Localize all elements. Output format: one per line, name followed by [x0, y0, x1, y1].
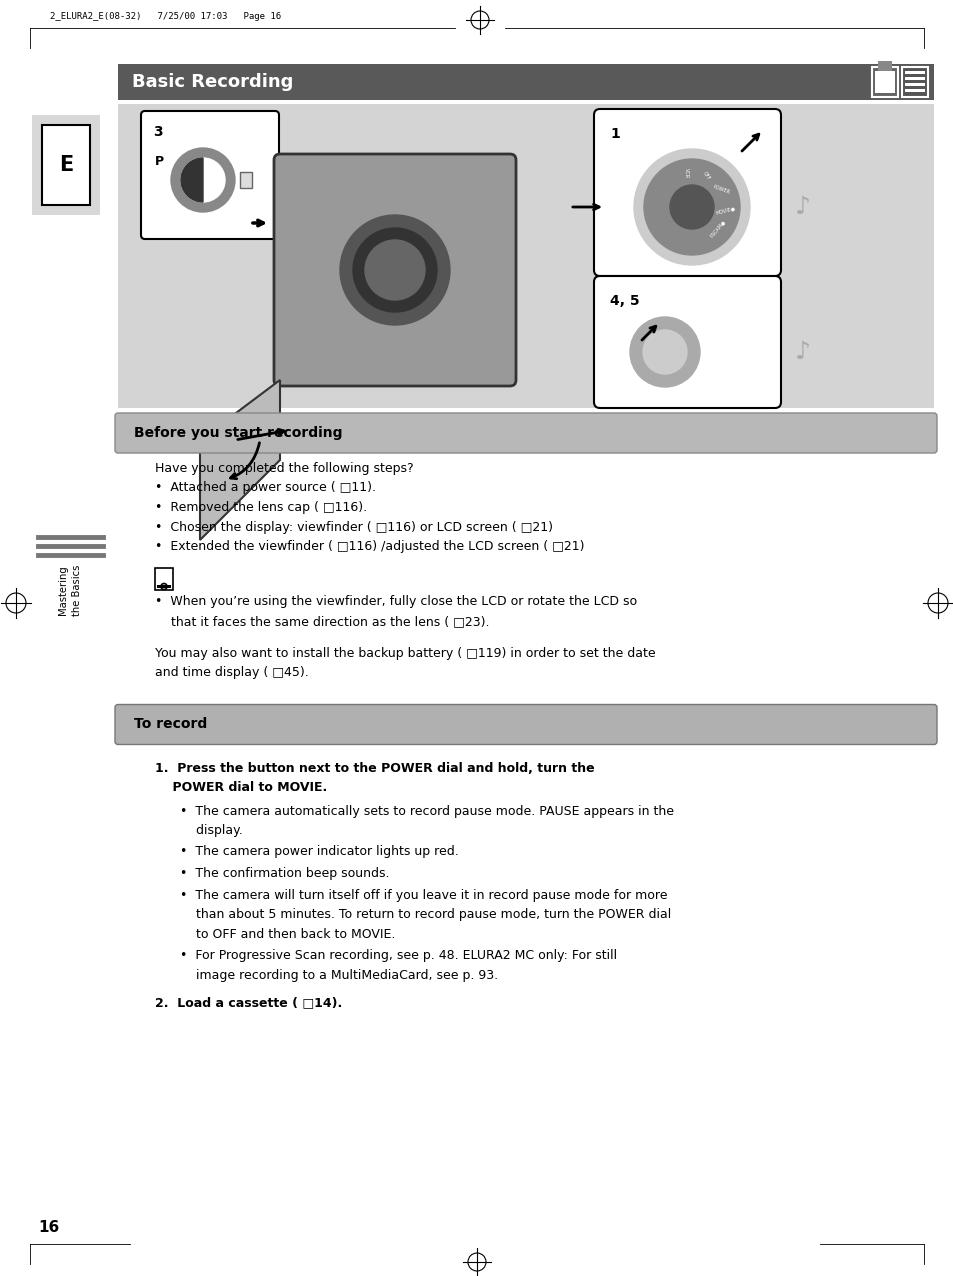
Text: E: E	[59, 154, 73, 175]
Wedge shape	[181, 158, 203, 202]
Text: Before you start recording: Before you start recording	[133, 426, 342, 440]
Text: •  Extended the viewfinder ( □116) /adjusted the LCD screen ( □21): • Extended the viewfinder ( □116) /adjus…	[154, 540, 584, 553]
Text: P: P	[154, 154, 164, 168]
Text: You may also want to install the backup battery ( □119) in order to set the date: You may also want to install the backup …	[154, 647, 655, 660]
FancyBboxPatch shape	[594, 276, 781, 408]
Bar	[904, 77, 924, 80]
Text: 4, 5: 4, 5	[609, 293, 639, 308]
Text: display.: display.	[180, 824, 242, 837]
Text: Basic Recording: Basic Recording	[132, 73, 294, 91]
Text: To record: To record	[133, 717, 207, 731]
Bar	[42, 125, 90, 205]
Text: •  Attached a power source ( □11).: • Attached a power source ( □11).	[154, 481, 375, 495]
Text: •  The camera automatically sets to record pause mode. PAUSE appears in the: • The camera automatically sets to recor…	[180, 804, 673, 818]
Text: Mastering
the Basics: Mastering the Basics	[58, 564, 82, 616]
Circle shape	[643, 160, 740, 255]
Text: 1: 1	[609, 128, 619, 142]
Bar	[874, 71, 894, 93]
FancyBboxPatch shape	[871, 68, 897, 97]
Text: •  The camera will turn itself off if you leave it in record pause mode for more: • The camera will turn itself off if you…	[180, 888, 667, 902]
Circle shape	[629, 316, 700, 387]
Bar	[904, 71, 924, 74]
Text: •  Removed the lens cap ( □116).: • Removed the lens cap ( □116).	[154, 501, 367, 514]
Text: than about 5 minutes. To return to record pause mode, turn the POWER dial: than about 5 minutes. To return to recor…	[180, 909, 671, 921]
Text: 3: 3	[152, 125, 162, 139]
Text: PSCAM●: PSCAM●	[709, 219, 726, 239]
Text: ♪: ♪	[794, 339, 810, 364]
Bar	[118, 105, 933, 408]
Bar	[877, 61, 891, 71]
Text: Have you completed the following steps?: Have you completed the following steps?	[154, 462, 414, 475]
Bar	[240, 172, 252, 188]
Text: •  The confirmation beep sounds.: • The confirmation beep sounds.	[180, 866, 389, 880]
Text: 16: 16	[38, 1221, 59, 1235]
Text: POWER: POWER	[711, 185, 730, 195]
Text: MOVIE●: MOVIE●	[715, 205, 736, 214]
Circle shape	[365, 240, 424, 300]
Text: •  Chosen the display: viewfinder ( □116) or LCD screen ( □21): • Chosen the display: viewfinder ( □116)…	[154, 521, 553, 533]
Text: •  For Progressive Scan recording, see p. 48. ELURA2 MC only: For still: • For Progressive Scan recording, see p.…	[180, 949, 617, 962]
Text: VCR: VCR	[683, 168, 688, 179]
Text: ♪: ♪	[794, 195, 810, 219]
Circle shape	[642, 330, 686, 374]
Text: •  The camera power indicator lights up red.: • The camera power indicator lights up r…	[180, 846, 458, 859]
Bar	[904, 83, 924, 85]
Polygon shape	[200, 380, 280, 540]
Circle shape	[339, 214, 450, 325]
FancyBboxPatch shape	[594, 108, 781, 276]
Text: •  When you’re using the viewfinder, fully close the LCD or rotate the LCD so: • When you’re using the viewfinder, full…	[154, 596, 637, 609]
Text: to OFF and then back to MOVIE.: to OFF and then back to MOVIE.	[180, 928, 395, 940]
Text: and time display ( □45).: and time display ( □45).	[154, 666, 309, 679]
Text: image recording to a MultiMediaCard, see p. 93.: image recording to a MultiMediaCard, see…	[180, 968, 497, 981]
FancyBboxPatch shape	[115, 704, 936, 744]
Bar	[904, 89, 924, 92]
Circle shape	[353, 228, 436, 313]
Circle shape	[171, 148, 234, 212]
FancyBboxPatch shape	[274, 154, 516, 387]
FancyBboxPatch shape	[901, 68, 927, 97]
Text: POWER dial to MOVIE.: POWER dial to MOVIE.	[154, 781, 327, 794]
Bar	[157, 584, 171, 587]
Circle shape	[634, 149, 749, 265]
Text: 2_ELURA2_E(08-32)   7/25/00 17:03   Page 16: 2_ELURA2_E(08-32) 7/25/00 17:03 Page 16	[50, 11, 281, 20]
Circle shape	[181, 158, 225, 202]
Text: 1.  Press the button next to the POWER dial and hold, turn the: 1. Press the button next to the POWER di…	[154, 762, 594, 775]
Bar	[32, 115, 100, 214]
Circle shape	[669, 185, 713, 228]
Text: OFF: OFF	[701, 171, 710, 181]
FancyBboxPatch shape	[115, 413, 936, 453]
Text: 2.  Load a cassette ( □14).: 2. Load a cassette ( □14).	[154, 997, 342, 1009]
Bar	[154, 568, 172, 590]
Bar	[118, 64, 933, 100]
Text: that it faces the same direction as the lens ( □23).: that it faces the same direction as the …	[154, 615, 489, 628]
FancyBboxPatch shape	[141, 111, 278, 239]
